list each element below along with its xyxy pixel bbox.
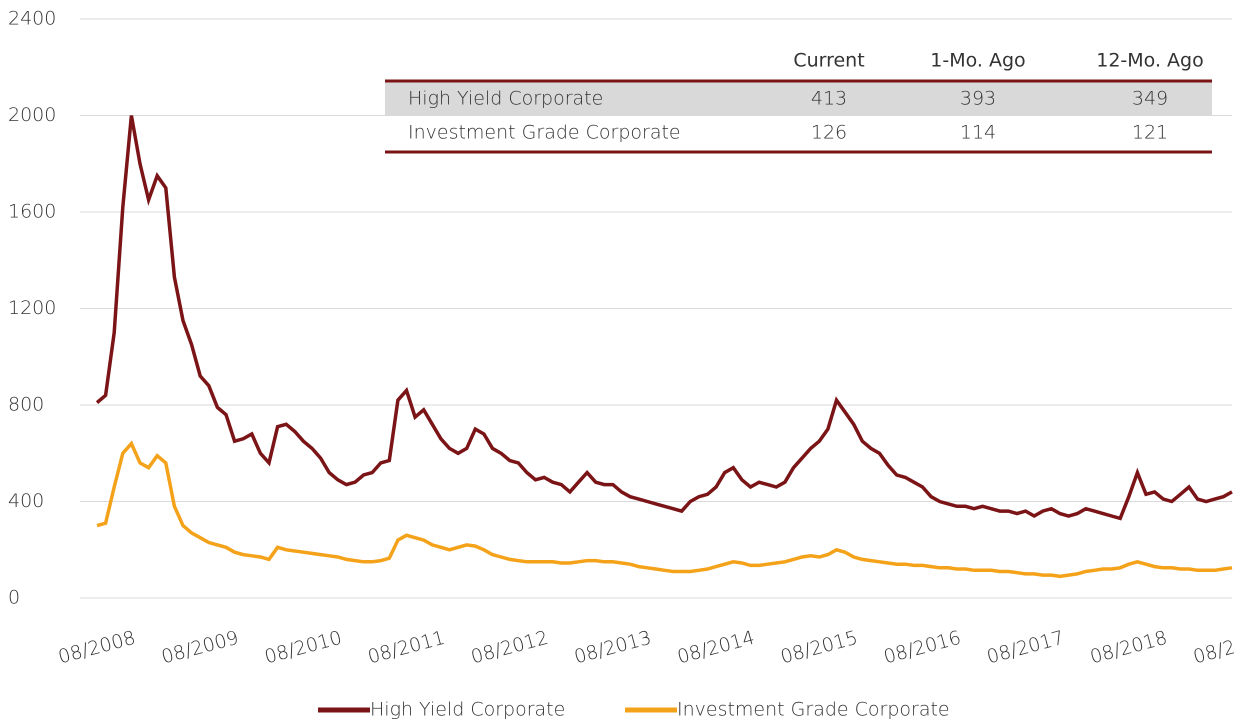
y-tick-label: 1200	[8, 297, 56, 319]
table-cell: 349	[1132, 88, 1168, 110]
table-row-label: High Yield Corporate	[408, 88, 603, 110]
y-tick-label: 800	[8, 394, 44, 416]
x-tick-label: 08/2012	[469, 627, 551, 669]
x-tick-label: 08/2010	[262, 627, 344, 669]
x-tick-label: 08/2008	[56, 627, 138, 669]
table-cell: 114	[960, 122, 996, 144]
table-header: 12-Mo. Ago	[1096, 50, 1203, 72]
y-tick-label: 2400	[8, 8, 56, 30]
x-tick-label: 08/2015	[778, 627, 860, 669]
x-tick-label: 08/2014	[675, 627, 757, 669]
legend-label: High Yield Corporate	[370, 699, 565, 721]
table-cell: 121	[1132, 122, 1168, 144]
table-row-shade	[385, 82, 1212, 115]
table-header: Current	[793, 50, 864, 72]
series-line	[96, 440, 1233, 579]
table-header: 1-Mo. Ago	[930, 50, 1025, 72]
x-tick-label: 08/2013	[572, 627, 654, 669]
x-tick-label: 08/2019	[1191, 627, 1234, 669]
table-row-label: Investment Grade Corporate	[408, 122, 681, 144]
table-cell: 413	[811, 88, 847, 110]
x-tick-label: 08/2017	[985, 627, 1067, 669]
x-tick-label: 08/2016	[881, 627, 963, 669]
y-tick-label: 1600	[8, 201, 56, 223]
table-cell: 393	[960, 88, 996, 110]
y-tick-label: 2000	[8, 104, 56, 126]
series-line	[95, 115, 1233, 521]
table-cell: 126	[811, 122, 847, 144]
y-tick-label: 0	[8, 587, 20, 609]
legend-label: Investment Grade Corporate	[677, 699, 950, 721]
x-tick-label: 08/2009	[159, 627, 241, 669]
x-tick-label: 08/2018	[1088, 627, 1170, 669]
y-tick-label: 400	[8, 490, 44, 512]
x-tick-label: 08/2011	[365, 627, 447, 669]
